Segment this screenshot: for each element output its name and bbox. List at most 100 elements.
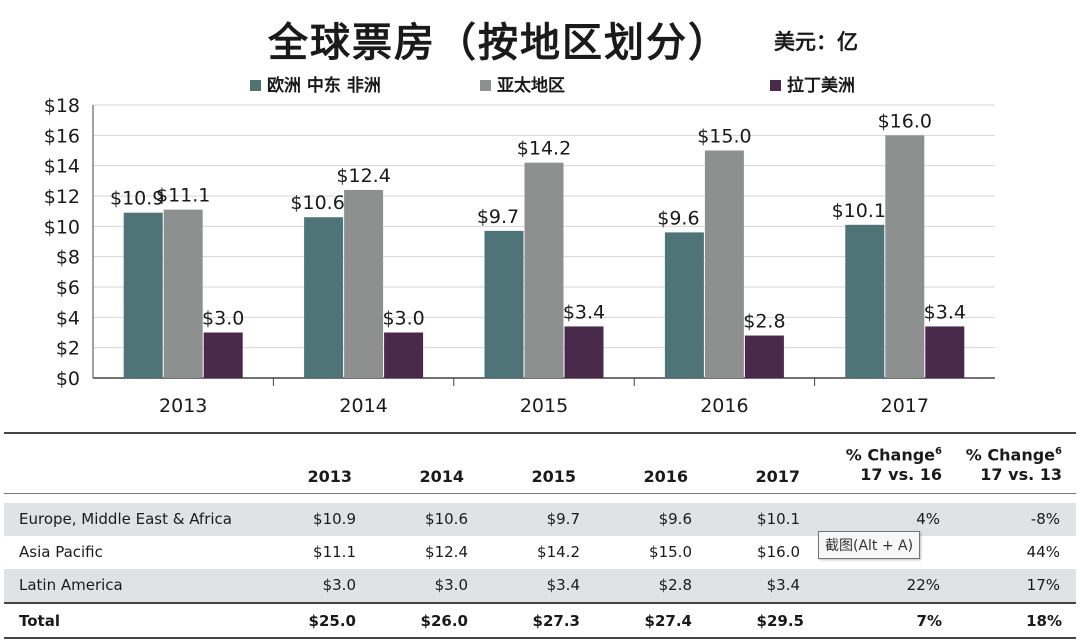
col-header-2017: 2017 bbox=[755, 467, 800, 486]
y-tick-label: $10 bbox=[44, 216, 80, 238]
cell-2015: $9.7 bbox=[546, 510, 580, 528]
bar bbox=[203, 332, 243, 378]
cell-2015: $3.4 bbox=[546, 576, 580, 594]
data-label: $15.0 bbox=[697, 126, 751, 148]
title-area: 全球票房（按地区划分） 美元：亿 bbox=[0, 6, 1080, 66]
data-label: $3.4 bbox=[563, 301, 605, 323]
cell-2014: $12.4 bbox=[425, 543, 468, 561]
bar-chart: $0 $2 $4 $6 $8 $10 $12 $14 $16 $18 $10.9$11.1 $3.0 2… bbox=[44, 75, 995, 417]
row-label: Asia Pacific bbox=[19, 543, 103, 561]
cell-2016: $15.0 bbox=[649, 543, 692, 561]
cell-change-17-13: 17% bbox=[1026, 576, 1060, 594]
x-tick-label: 2016 bbox=[700, 395, 748, 417]
cell-2017: $29.5 bbox=[756, 612, 804, 630]
x-tick-label: 2015 bbox=[520, 395, 568, 417]
cell-2013: $25.0 bbox=[308, 612, 356, 630]
col-header-2016: 2016 bbox=[643, 467, 688, 486]
data-label: $10.1 bbox=[832, 200, 886, 222]
cell-change-17-13: 44% bbox=[1026, 543, 1060, 561]
cell-2017: $16.0 bbox=[757, 543, 800, 561]
data-label: $3.0 bbox=[202, 308, 244, 330]
cell-2013: $11.1 bbox=[313, 543, 356, 561]
bar bbox=[524, 162, 564, 378]
cell-2014: $3.0 bbox=[434, 576, 468, 594]
cell-change-17-16: 22% bbox=[906, 576, 940, 594]
col-header-2013: 2013 bbox=[307, 467, 352, 486]
bar bbox=[744, 335, 784, 378]
table-top-rule bbox=[4, 432, 1076, 434]
y-tick-label: $8 bbox=[56, 247, 80, 269]
bar bbox=[484, 230, 524, 378]
bar bbox=[885, 135, 925, 378]
data-table: 2013 2014 2015 2016 2017 % Change6 17 vs… bbox=[0, 430, 1080, 641]
table-bottom-rule bbox=[4, 637, 1076, 639]
legend-label: 欧洲 中东 非洲 bbox=[267, 75, 381, 96]
bar bbox=[384, 332, 424, 378]
legend-label: 亚太地区 bbox=[497, 75, 565, 96]
y-tick-label: $16 bbox=[44, 125, 80, 147]
data-label: $10.6 bbox=[290, 192, 344, 214]
col-header-2014: 2014 bbox=[419, 467, 464, 486]
change-header-2-sup: 6 bbox=[1055, 446, 1062, 457]
cell-2015: $27.3 bbox=[532, 612, 580, 630]
table-row-total: Total $25.0 $26.0 $27.3 $27.4 $29.5 7% 1… bbox=[4, 605, 1076, 638]
data-label: $9.7 bbox=[477, 206, 519, 228]
col-header-change-17-16: % Change6 17 vs. 16 bbox=[820, 442, 942, 485]
legend-swatch bbox=[250, 80, 261, 91]
y-tick-label: $14 bbox=[44, 156, 80, 178]
data-label: $3.4 bbox=[924, 301, 966, 323]
legend-swatch bbox=[480, 80, 491, 91]
legend-swatch bbox=[770, 80, 781, 91]
change-header-1-sup: 6 bbox=[935, 446, 942, 457]
y-tick-label: $12 bbox=[44, 186, 80, 208]
x-tick-label: 2017 bbox=[881, 395, 929, 417]
x-tick-label: 2013 bbox=[159, 395, 207, 417]
chart-title: 全球票房（按地区划分） bbox=[268, 20, 730, 66]
y-tick-label: $0 bbox=[56, 368, 80, 390]
bar bbox=[925, 326, 965, 378]
bar bbox=[704, 150, 744, 378]
data-label: $10.9 bbox=[110, 188, 164, 210]
row-label: Europe, Middle East & Africa bbox=[19, 510, 232, 528]
x-tick-label: 2014 bbox=[339, 395, 387, 417]
data-label: $16.0 bbox=[878, 110, 932, 132]
cell-change-17-16: 4% bbox=[916, 510, 940, 528]
table-row-latin-america: Latin America $3.0 $3.0 $3.4 $2.8 $3.4 2… bbox=[4, 569, 1076, 602]
cell-2014: $26.0 bbox=[420, 612, 468, 630]
legend-label: 拉丁美洲 bbox=[787, 75, 855, 96]
row-label: Total bbox=[19, 612, 60, 630]
bar bbox=[564, 326, 604, 378]
y-tick-label: $6 bbox=[56, 277, 80, 299]
cell-2013: $3.0 bbox=[322, 576, 356, 594]
cell-change-17-13: 18% bbox=[1026, 612, 1062, 630]
row-label: Latin America bbox=[19, 576, 123, 594]
bar bbox=[344, 189, 384, 378]
data-label: $11.1 bbox=[156, 185, 210, 207]
y-tick-label: $18 bbox=[44, 95, 80, 117]
cell-2017: $10.1 bbox=[757, 510, 800, 528]
cell-2013: $10.9 bbox=[313, 510, 356, 528]
cell-2016: $2.8 bbox=[658, 576, 692, 594]
header-rule bbox=[4, 493, 1076, 494]
change-header-1-line1: % Change bbox=[845, 445, 936, 465]
data-label: $2.8 bbox=[743, 311, 785, 333]
col-header-change-17-13: % Change6 17 vs. 13 bbox=[940, 442, 1062, 485]
cell-2016: $27.4 bbox=[644, 612, 692, 630]
cell-change-17-16: 7% bbox=[916, 612, 942, 630]
data-label: $9.6 bbox=[657, 207, 699, 229]
cell-2015: $14.2 bbox=[537, 543, 580, 561]
bar bbox=[845, 224, 885, 378]
cell-2014: $10.6 bbox=[425, 510, 468, 528]
table-row-asia-pacific: Asia Pacific $11.1 $12.4 $14.2 $15.0 $16… bbox=[4, 536, 1076, 569]
change-header-2-line1: % Change bbox=[965, 445, 1056, 465]
cell-2017: $3.4 bbox=[766, 576, 800, 594]
change-header-2-line2: 17 vs. 13 bbox=[980, 465, 1062, 485]
table-row-emea: Europe, Middle East & Africa $10.9 $10.6… bbox=[4, 503, 1076, 536]
y-tick-label: $2 bbox=[56, 338, 80, 360]
data-label: $14.2 bbox=[517, 138, 571, 160]
bar bbox=[163, 209, 203, 378]
unit-label: 美元：亿 bbox=[774, 30, 858, 54]
col-header-2015: 2015 bbox=[531, 467, 576, 486]
bar bbox=[304, 217, 344, 378]
cell-2016: $9.6 bbox=[658, 510, 692, 528]
